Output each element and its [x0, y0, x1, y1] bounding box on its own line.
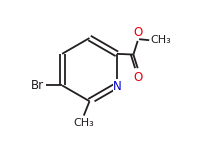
Text: O: O [134, 71, 143, 84]
Text: Br: Br [31, 79, 44, 92]
Text: N: N [113, 80, 122, 93]
Text: CH₃: CH₃ [151, 35, 171, 45]
Text: O: O [134, 26, 143, 39]
Text: CH₃: CH₃ [73, 118, 94, 128]
